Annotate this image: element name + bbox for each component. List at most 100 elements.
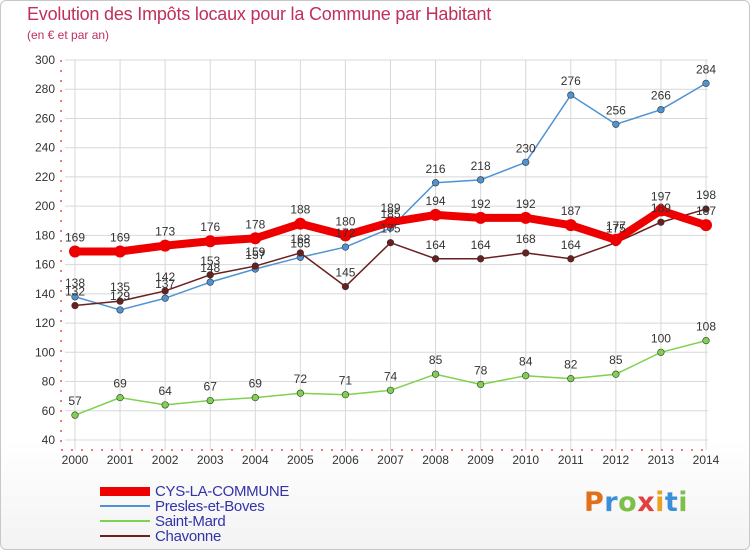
y-tick-label: 260 [35, 111, 55, 125]
data-label-cys: 194 [426, 194, 446, 208]
data-label-chavonne: 168 [290, 232, 310, 246]
data-point-chavonne [72, 302, 79, 309]
y-tick-label: 200 [35, 199, 55, 213]
data-point-chavonne [477, 255, 484, 262]
data-point-cys [294, 218, 306, 230]
data-point-cys [565, 219, 577, 231]
data-point-cys [700, 219, 712, 231]
data-label-saint-mard: 72 [294, 372, 308, 386]
data-point-chavonne [432, 255, 439, 262]
data-point-saint-mard [613, 371, 620, 378]
legend-item-chavonne: Chavonne [100, 529, 360, 544]
logo-letter: r [604, 487, 618, 518]
data-point-presles [703, 80, 710, 87]
data-point-presles [567, 92, 574, 99]
y-tick-label: 40 [42, 433, 56, 447]
data-point-chavonne [342, 283, 349, 290]
data-point-saint-mard [297, 390, 304, 397]
x-tick-label: 2003 [197, 453, 224, 467]
x-tick-label: 2000 [62, 453, 89, 467]
data-label-chavonne: 164 [426, 238, 446, 252]
x-tick-label: 2007 [377, 453, 404, 467]
legend-swatch-saint-mard [100, 520, 150, 522]
data-point-chavonne [387, 239, 394, 246]
y-tick-label: 220 [35, 170, 55, 184]
y-tick-label: 280 [35, 82, 55, 96]
data-label-cys: 192 [471, 197, 491, 211]
data-label-chavonne: 198 [696, 188, 716, 202]
legend-swatch-presles [100, 505, 150, 507]
data-point-saint-mard [567, 375, 574, 382]
data-label-saint-mard: 78 [474, 363, 488, 377]
y-tick-label: 160 [35, 258, 55, 272]
x-tick-label: 2006 [332, 453, 359, 467]
data-point-presles [522, 159, 529, 166]
data-label-saint-mard: 85 [429, 353, 443, 367]
data-point-saint-mard [117, 394, 124, 401]
data-point-cys [475, 212, 487, 224]
data-point-chavonne [252, 263, 259, 270]
data-label-chavonne: 159 [245, 245, 265, 259]
data-point-saint-mard [477, 381, 484, 388]
logo-letter: t [665, 487, 678, 518]
data-label-saint-mard: 67 [204, 380, 218, 394]
data-label-saint-mard: 108 [696, 320, 716, 334]
data-label-chavonne: 145 [335, 266, 355, 280]
data-point-saint-mard [162, 402, 169, 409]
data-label-saint-mard: 71 [339, 374, 353, 388]
data-label-saint-mard: 100 [651, 331, 671, 345]
x-tick-label: 2010 [512, 453, 539, 467]
data-point-cys [204, 235, 216, 247]
data-point-chavonne [567, 255, 574, 262]
logo-letter: i [678, 487, 688, 518]
data-point-saint-mard [703, 337, 710, 344]
x-tick-label: 2014 [693, 453, 720, 467]
data-label-presles: 256 [606, 103, 626, 117]
data-label-cys: 188 [290, 203, 310, 217]
logo-letter: P [584, 487, 604, 518]
legend-item-presles: Presles-et-Boves [100, 499, 360, 514]
logo-letter: o [618, 487, 637, 518]
data-label-chavonne: 135 [110, 280, 130, 294]
legend-swatch-cys [100, 487, 150, 496]
data-label-presles: 266 [651, 89, 671, 103]
data-label-presles: 216 [426, 162, 446, 176]
data-point-saint-mard [432, 371, 439, 378]
data-point-saint-mard [252, 394, 259, 401]
proxiti-logo: Proxiti [584, 487, 688, 518]
y-tick-label: 300 [35, 53, 55, 67]
data-point-cys [159, 240, 171, 252]
data-point-presles [207, 279, 214, 286]
legend: CYS-LA-COMMUNE Presles-et-Boves Saint-Ma… [100, 484, 360, 544]
x-tick-label: 2011 [558, 453, 584, 467]
y-tick-label: 140 [35, 287, 55, 301]
x-tick-label: 2008 [422, 453, 449, 467]
data-label-chavonne: 132 [65, 285, 85, 299]
data-point-saint-mard [72, 412, 79, 419]
data-point-presles [342, 244, 349, 251]
data-label-saint-mard: 57 [68, 394, 82, 408]
data-point-cys [430, 209, 442, 221]
y-tick-label: 100 [35, 345, 55, 359]
data-label-cys: 169 [65, 230, 85, 244]
data-label-presles: 218 [471, 159, 491, 173]
x-tick-label: 2012 [603, 453, 630, 467]
data-point-presles [117, 307, 124, 314]
legend-item-saint-mard: Saint-Mard [100, 514, 360, 529]
x-tick-label: 2009 [467, 453, 494, 467]
data-point-presles [477, 177, 484, 184]
data-label-saint-mard: 69 [113, 377, 127, 391]
legend-label-chavonne: Chavonne [155, 528, 221, 545]
y-tick-label: 60 [42, 404, 56, 418]
y-tick-label: 240 [35, 141, 55, 155]
data-label-cys: 177 [606, 219, 626, 233]
data-label-saint-mard: 74 [384, 369, 398, 383]
data-point-saint-mard [658, 349, 665, 356]
legend-swatch-chavonne [100, 535, 150, 537]
data-point-presles [162, 295, 169, 302]
data-label-saint-mard: 69 [249, 377, 263, 391]
data-label-saint-mard: 85 [609, 353, 623, 367]
data-point-saint-mard [342, 391, 349, 398]
data-point-cys [520, 212, 532, 224]
logo-letter: i [655, 487, 665, 518]
